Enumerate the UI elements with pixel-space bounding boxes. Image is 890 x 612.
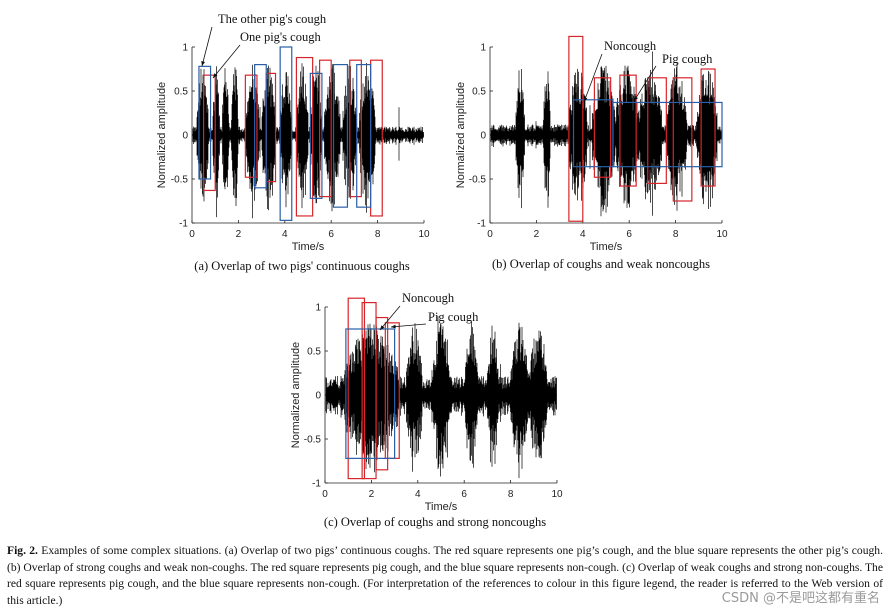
- y-tick-label: -0.5: [171, 175, 189, 186]
- arrowhead: [391, 324, 396, 329]
- annotation-label: Noncough: [604, 39, 657, 53]
- signal-waveform: [490, 51, 722, 217]
- x-tick-label: 4: [415, 489, 421, 500]
- x-tick-label: 10: [418, 229, 430, 240]
- x-tick-label: 0: [487, 229, 493, 240]
- x-tick-label: 10: [716, 229, 728, 240]
- blue-box: [345, 328, 396, 459]
- blue-box: [612, 101, 723, 168]
- red-box: [347, 297, 366, 480]
- y-axis-label: Normalized amplitude: [290, 342, 302, 448]
- y-axis-label: Normalized amplitude: [156, 82, 168, 188]
- x-tick-label: 6: [328, 229, 334, 240]
- blue-box: [356, 63, 372, 208]
- panel-subcaption: (a) Overlap of two pigs' continuous coug…: [194, 259, 410, 273]
- y-tick-label: 0: [480, 131, 486, 142]
- x-tick-label: 0: [189, 229, 195, 240]
- x-axis-label: Time/s: [590, 241, 623, 253]
- caption-text: Examples of some complex situations. (a)…: [7, 544, 883, 607]
- annotation-label: The other pig's cough: [218, 12, 327, 26]
- y-tick-label: 0: [182, 131, 188, 142]
- y-tick-label: -1: [179, 219, 188, 230]
- red-box: [619, 74, 637, 187]
- x-tick-label: 8: [375, 229, 381, 240]
- x-tick-label: 8: [508, 489, 514, 500]
- y-tick-label: 0.5: [307, 347, 321, 358]
- y-tick-label: -1: [312, 479, 321, 490]
- x-tick-label: 6: [461, 489, 467, 500]
- red-box: [568, 35, 584, 222]
- x-tick-label: 0: [322, 489, 328, 500]
- x-axis-label: Time/s: [425, 501, 458, 513]
- annotation-label: Pig cough: [428, 310, 479, 324]
- blue-box: [198, 65, 212, 180]
- x-tick-label: 8: [673, 229, 679, 240]
- x-tick-label: 4: [282, 229, 288, 240]
- watermark: CSDN @不是吧这都有重名: [721, 591, 880, 606]
- annotation-label: Pig cough: [662, 52, 713, 66]
- y-tick-label: 1: [315, 303, 321, 314]
- red-box: [319, 59, 332, 198]
- annotation-arrow: [379, 305, 401, 331]
- arrowhead: [213, 73, 218, 78]
- red-box: [203, 74, 216, 192]
- red-box: [593, 77, 612, 178]
- panel-subcaption: (c) Overlap of coughs and strong noncoug…: [324, 515, 546, 529]
- red-box: [700, 68, 716, 187]
- annotation-label: One pig's cough: [240, 30, 321, 44]
- y-tick-label: -1: [477, 219, 486, 230]
- red-box: [375, 316, 389, 471]
- y-tick-label: 1: [480, 43, 486, 54]
- annotation-arrow: [212, 44, 241, 79]
- arrowhead: [380, 325, 385, 330]
- annotation-arrow: [583, 53, 603, 103]
- blue-box: [279, 46, 293, 221]
- blue-box: [254, 63, 267, 189]
- x-axis-label: Time/s: [292, 241, 325, 253]
- figure-caption: Fig. 2. Examples of some complex situati…: [7, 543, 883, 609]
- x-tick-label: 10: [551, 489, 563, 500]
- red-box: [244, 74, 258, 178]
- annotation-label: Noncough: [402, 291, 455, 305]
- signal-waveform: [192, 63, 424, 219]
- y-tick-label: 0: [315, 391, 321, 402]
- x-tick-label: 4: [580, 229, 586, 240]
- red-box: [295, 56, 314, 217]
- y-tick-label: 0.5: [472, 87, 486, 98]
- arrowhead: [583, 97, 588, 102]
- red-box: [349, 59, 362, 198]
- panel-subcaption: (b) Overlap of coughs and weak noncoughs: [492, 257, 710, 271]
- annotation-arrow: [633, 65, 657, 102]
- x-tick-label: 2: [534, 229, 540, 240]
- red-box: [672, 77, 693, 202]
- y-tick-label: -0.5: [304, 435, 322, 446]
- arrowhead: [634, 96, 639, 101]
- y-tick-label: 0.5: [174, 87, 188, 98]
- annotation-arrow: [390, 323, 427, 328]
- annotation-arrow: [201, 26, 213, 67]
- blue-box: [332, 63, 349, 208]
- x-tick-label: 2: [369, 489, 375, 500]
- blue-box: [309, 72, 323, 199]
- y-tick-label: 1: [182, 43, 188, 54]
- x-tick-label: 2: [236, 229, 242, 240]
- red-box: [647, 77, 667, 185]
- arrowhead: [201, 61, 206, 66]
- signal-waveform: [325, 316, 557, 479]
- y-axis-label: Normalized amplitude: [455, 82, 467, 188]
- x-tick-label: 6: [626, 229, 632, 240]
- y-tick-label: -0.5: [469, 175, 487, 186]
- caption-label: Fig. 2.: [7, 544, 38, 557]
